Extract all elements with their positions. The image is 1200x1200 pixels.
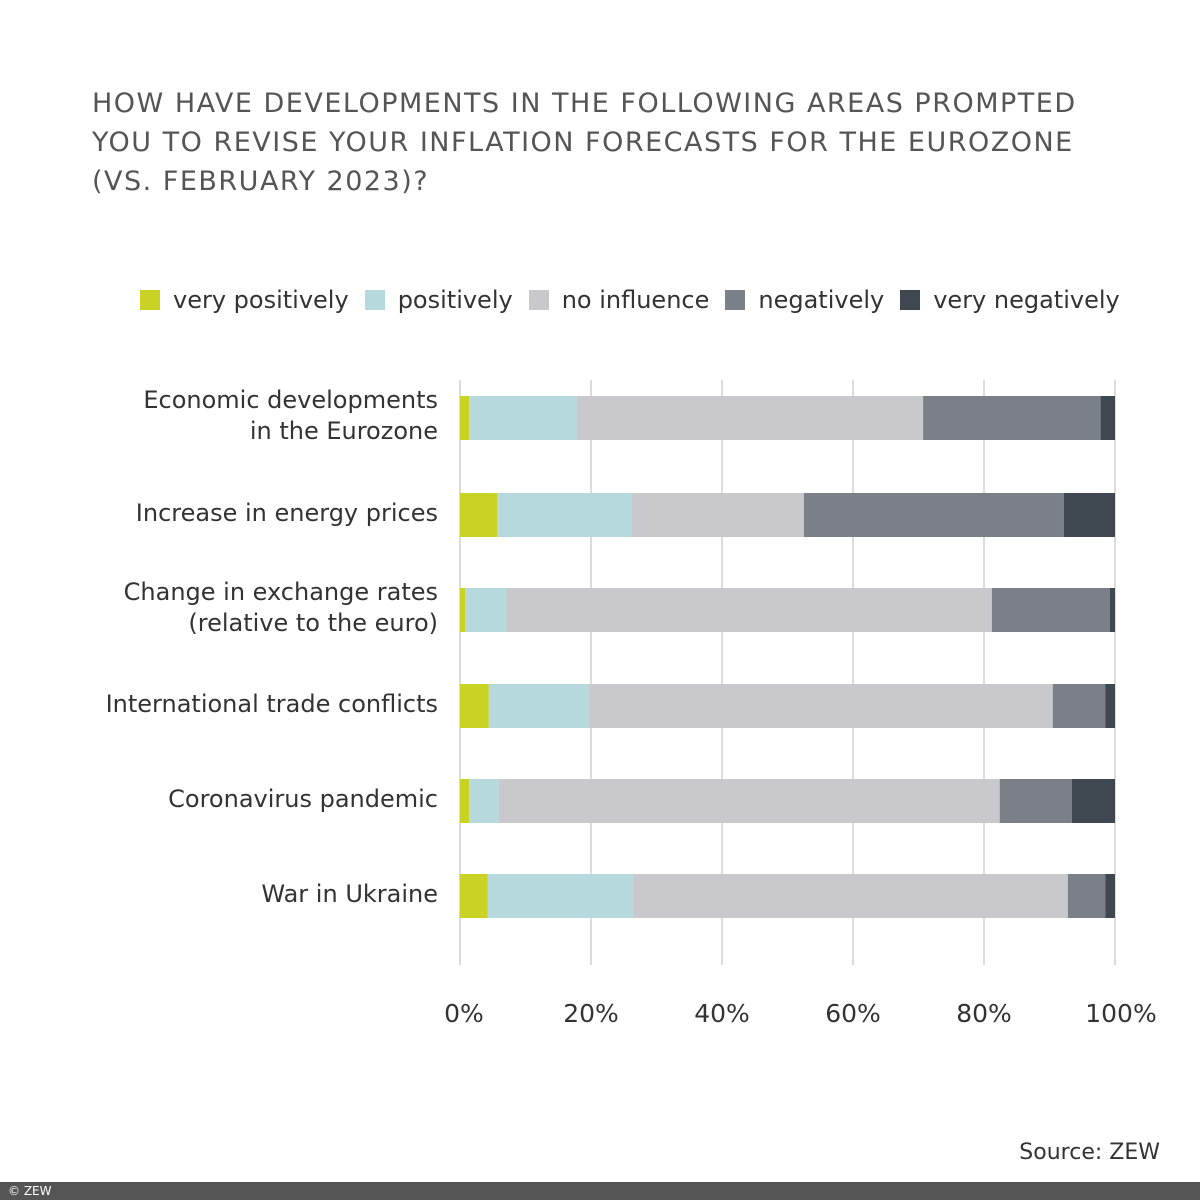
- legend-label: positively: [397, 286, 513, 314]
- bar-segment: [1071, 779, 1115, 823]
- category-label: Change in exchange rates (relative to th…: [123, 578, 438, 637]
- bar-segment: [1067, 874, 1106, 918]
- category-label: Economic developments in the Eurozone: [143, 386, 438, 445]
- bar-segment: [991, 588, 1110, 632]
- bar-segment: [1052, 684, 1106, 728]
- bar-segment: [498, 779, 1000, 823]
- bar-segment: [999, 779, 1072, 823]
- bar-segment: [460, 779, 470, 823]
- chart-title: HOW HAVE DEVELOPMENTS IN THE FOLLOWING A…: [92, 88, 1077, 197]
- category-label: War in Ukraine: [261, 879, 438, 908]
- category-label: International trade conflicts: [105, 689, 438, 718]
- category-label: Increase in energy prices: [135, 498, 438, 527]
- legend-label: no influence: [561, 286, 710, 314]
- category-label: Coronavirus pandemic: [168, 784, 438, 813]
- legend-item: negatively: [725, 286, 884, 314]
- x-tick-label: 60%: [825, 999, 881, 1028]
- legend-item: very negatively: [900, 286, 1120, 314]
- legend-item: positively: [364, 286, 513, 314]
- x-tick-label: 0%: [444, 999, 484, 1028]
- bar-segment: [1063, 493, 1115, 537]
- legend-label: negatively: [758, 286, 885, 314]
- legend-swatch: [140, 290, 160, 310]
- legend-swatch: [528, 290, 549, 310]
- bar-segment: [1105, 684, 1115, 728]
- x-tick-label: 40%: [694, 999, 750, 1028]
- bar-segment: [487, 874, 633, 918]
- bar-segment: [488, 684, 589, 728]
- legend-swatch: [900, 290, 921, 310]
- bar-segment: [1105, 874, 1115, 918]
- bar-segment: [631, 493, 804, 537]
- legend-label: very positively: [173, 286, 349, 314]
- bar-segment: [460, 588, 466, 632]
- copyright-footer: © ZEW: [0, 1182, 1200, 1200]
- legend: very positively positively no influence neg…: [140, 286, 1136, 314]
- source-note: Source: ZEW: [1019, 1140, 1160, 1165]
- x-tick-label: 100%: [1085, 999, 1156, 1028]
- bar-segment: [576, 396, 924, 440]
- x-tick-label: 80%: [956, 999, 1012, 1028]
- x-tick-label: 20%: [563, 999, 619, 1028]
- bar-segment: [469, 779, 499, 823]
- bar-segment: [460, 493, 498, 537]
- bar-segment: [1100, 396, 1115, 440]
- bar-segment: [465, 588, 507, 632]
- legend-item: no influence: [528, 286, 710, 314]
- bar-segment: [469, 396, 577, 440]
- bar-segment: [803, 493, 1064, 537]
- bar-segment: [632, 874, 1068, 918]
- bar-segment: [1109, 588, 1115, 632]
- legend-item: very positively: [140, 286, 349, 314]
- bar-segment: [460, 874, 488, 918]
- legend-swatch: [364, 290, 385, 310]
- bar-segment: [460, 684, 489, 728]
- bar-segment: [923, 396, 1101, 440]
- legend-swatch: [725, 290, 746, 310]
- bar-segment: [460, 396, 470, 440]
- bar-segment: [497, 493, 632, 537]
- bar-segment: [506, 588, 992, 632]
- bar-segment: [588, 684, 1053, 728]
- legend-label: very negatively: [933, 286, 1120, 314]
